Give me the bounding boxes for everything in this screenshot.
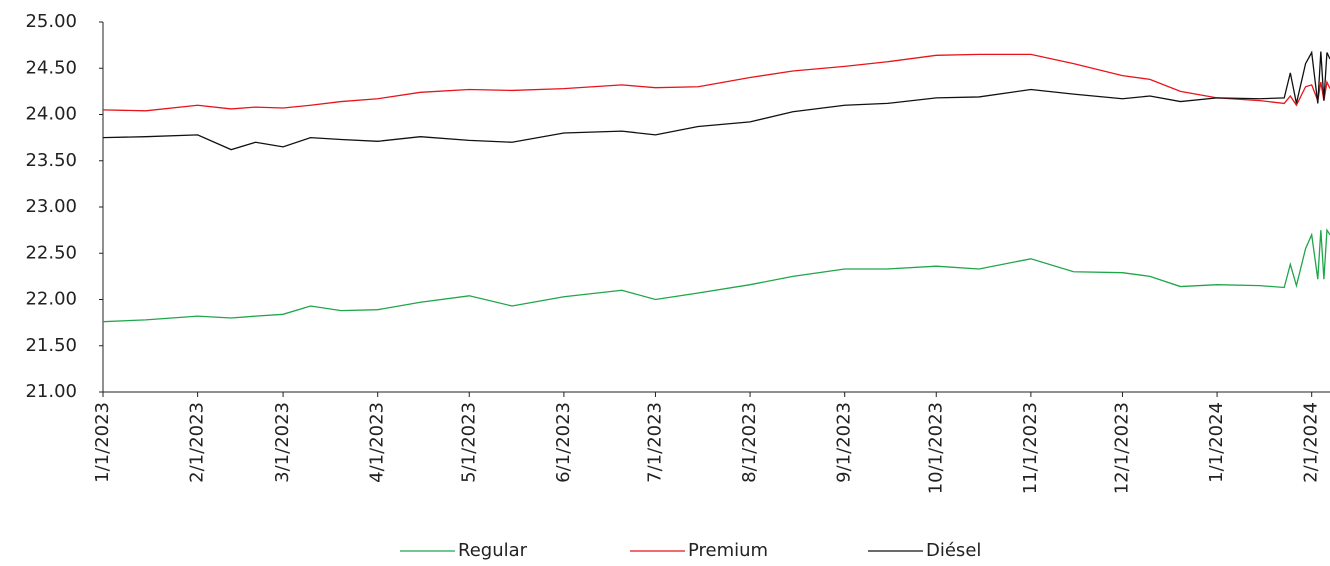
x-tick-label: 4/1/2023 [367,402,388,483]
y-tick-label: 23.00 [25,196,77,217]
y-tick-label: 25.00 [25,11,77,32]
x-tick-label: 11/1/2023 [1020,402,1041,494]
y-tick-label: 22.50 [25,242,77,263]
x-tick-label: 3/1/2023 [272,402,293,483]
x-tick-label: 10/1/2023 [925,402,946,494]
x-tick-label: 2/1/2023 [187,402,208,483]
legend-label: Diésel [926,540,981,561]
y-tick-label: 21.00 [25,381,77,402]
x-tick-label: 8/1/2023 [739,402,760,483]
y-tick-label: 24.00 [25,104,77,125]
x-tick-label: 1/1/2024 [1206,402,1227,483]
y-tick-label: 24.50 [25,57,77,78]
x-tick-label: 7/1/2023 [644,402,665,483]
legend-label: Premium [688,540,768,561]
x-tick-label: 12/1/2023 [1111,402,1132,494]
series-line [102,50,1330,151]
series-line [102,53,1330,112]
x-tick-label: 9/1/2023 [834,402,855,483]
x-tick-label: 1/1/2023 [92,402,113,483]
x-tick-label: 5/1/2023 [458,402,479,483]
x-tick-label: 6/1/2023 [553,402,574,483]
y-tick-label: 21.50 [25,335,77,356]
x-tick-label: 2/1/2024 [1301,402,1322,483]
y-tick-label: 23.50 [25,150,77,171]
legend-label: Regular [458,540,528,561]
series-line [102,228,1330,323]
y-tick-label: 22.00 [25,289,77,310]
